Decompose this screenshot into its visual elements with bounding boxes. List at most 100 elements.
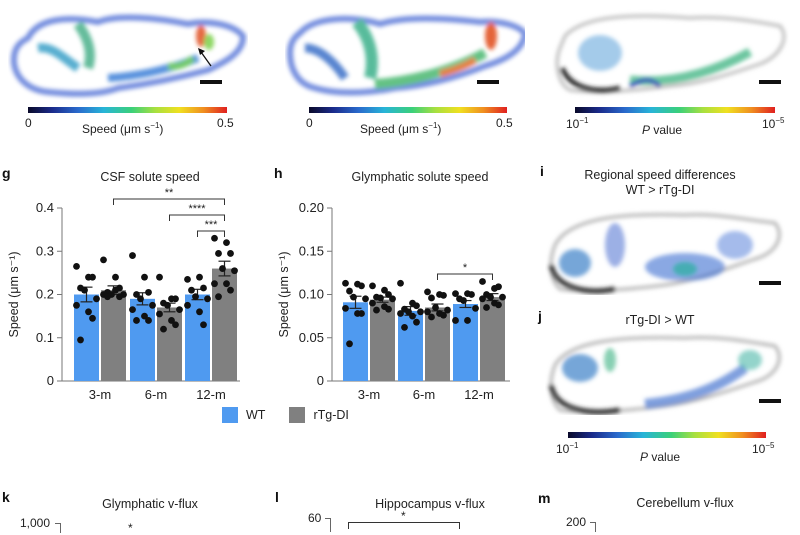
bar-rTg-DI-3-m — [101, 290, 126, 381]
data-point — [231, 267, 238, 275]
panel-letter-l: l — [275, 489, 279, 505]
data-point — [89, 273, 96, 281]
bar-WT-12-m — [185, 294, 210, 381]
data-point — [358, 282, 365, 290]
data-point — [460, 297, 467, 304]
colorbar-title-rest: value — [650, 123, 683, 137]
significance-bracket — [169, 214, 225, 221]
scale-bar — [200, 80, 222, 84]
panel-i-title-line1: Regional speed differences — [584, 168, 736, 182]
panel-letter-h: h — [274, 165, 283, 181]
ytick-m-top — [590, 522, 595, 523]
colorbar-title-sup: −1 — [428, 121, 438, 130]
data-point — [211, 234, 218, 242]
data-point — [112, 273, 119, 281]
data-point — [215, 293, 222, 301]
chart-title-g: CSF solute speed — [100, 170, 200, 184]
bar-rTg-DI-12-m — [212, 268, 237, 381]
x-tick-label: 3-m — [358, 387, 380, 400]
min-sup: −1 — [569, 441, 579, 450]
data-point — [129, 252, 136, 259]
data-point — [156, 273, 163, 281]
data-point — [499, 293, 506, 301]
data-point — [204, 295, 211, 303]
data-point — [444, 306, 451, 314]
bar-rTg-DI-12-m — [480, 297, 505, 381]
colorbar-speed-1 — [28, 107, 227, 113]
data-point — [112, 286, 119, 294]
significance-bracket — [113, 198, 225, 205]
data-point — [168, 317, 175, 324]
data-point — [369, 282, 376, 290]
data-point — [342, 304, 349, 312]
data-point — [93, 295, 100, 303]
bar-WT-12-m — [453, 304, 478, 381]
colorbar-title: P value — [642, 123, 682, 137]
data-point — [192, 293, 199, 301]
data-point — [413, 318, 420, 326]
chart-title-k: Glymphatic v-flux — [102, 497, 198, 511]
colorbar-min-label: 10−1 — [556, 441, 578, 456]
data-point — [184, 275, 191, 283]
data-point — [100, 256, 107, 264]
data-point — [385, 291, 392, 298]
data-point — [116, 293, 123, 301]
y-tick-label: 0.3 — [36, 243, 54, 258]
ytick-label-l-top: 60 — [308, 511, 322, 525]
data-point — [188, 286, 195, 294]
ytick-label-k-top: 1,000 — [20, 516, 51, 530]
colorbar-max-label: 10−5 — [752, 441, 774, 456]
data-point — [164, 301, 171, 309]
x-tick-label: 6-m — [145, 387, 167, 400]
significance-bracket — [437, 273, 493, 280]
y-axis-l — [330, 518, 331, 532]
chart-title-l: Hippocampus v-flux — [375, 497, 485, 511]
max-sup: −5 — [765, 441, 775, 450]
data-point — [219, 265, 226, 272]
colorbar-title: P value — [640, 450, 680, 464]
data-point — [172, 295, 179, 303]
significance-bracket — [197, 230, 225, 237]
scale-bar — [759, 80, 781, 84]
y-tick-label: 0.15 — [299, 243, 324, 258]
data-point — [397, 279, 404, 287]
y-axis-m — [595, 522, 596, 532]
data-point — [424, 308, 431, 316]
scale-bar — [477, 80, 499, 84]
data-point — [160, 325, 167, 333]
data-point — [184, 301, 191, 309]
sig-bracket-l — [348, 522, 460, 529]
data-point — [215, 250, 222, 257]
y-tick-label: 0.20 — [299, 200, 324, 215]
scale-bar — [759, 281, 781, 285]
legend-swatch-rtg — [289, 407, 306, 423]
data-point — [156, 310, 163, 318]
data-point — [145, 317, 152, 324]
data-point — [452, 317, 459, 324]
data-point — [223, 239, 230, 246]
data-point — [464, 317, 471, 324]
min-base: 10 — [556, 442, 570, 456]
data-point — [397, 310, 404, 317]
brain-image-wt-gt-rtg — [548, 213, 781, 294]
y-axis-label: Speed (μm s⁻¹) — [277, 251, 291, 337]
bar-chart-glymphatic-solute-speed: 0 0.05 0.10 0.15 0.20 Speed (μm s⁻¹) 3-m 6-m 12-… — [277, 200, 510, 400]
data-point — [358, 310, 365, 317]
colorbar-title: Speed (μm s−1) — [82, 121, 163, 136]
data-point — [389, 295, 396, 303]
x-tick-label: 12-m — [196, 387, 226, 400]
y-tick-label: 0.05 — [299, 330, 324, 345]
brain-image-rtg-speed — [286, 15, 525, 96]
data-point — [145, 288, 152, 296]
arrow-annotation — [200, 51, 212, 67]
data-point — [227, 250, 234, 257]
data-point — [452, 290, 459, 298]
y-tick-label: 0.2 — [36, 287, 54, 302]
colorbar-title-rest: value — [648, 450, 681, 464]
panel-letter-j: j — [538, 308, 542, 324]
data-point — [373, 306, 380, 314]
sig-label-l: * — [401, 509, 406, 523]
data-point — [409, 312, 416, 320]
panel-letter-k: k — [2, 489, 10, 505]
